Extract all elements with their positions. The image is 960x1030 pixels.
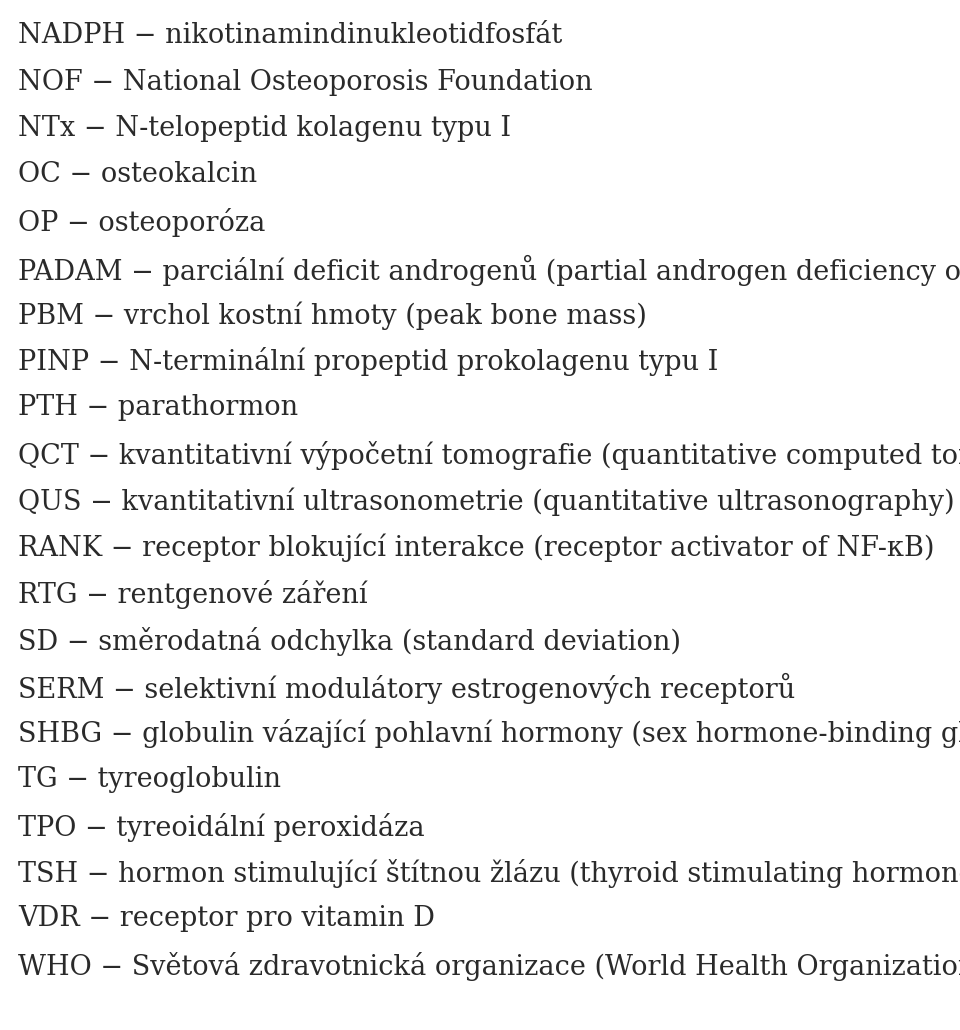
Text: QUS − kvantitativní ultrasonometrie (quantitative ultrasonography): QUS − kvantitativní ultrasonometrie (qua… [18, 487, 954, 515]
Text: OP − osteoporóza: OP − osteoporóza [18, 208, 265, 237]
Text: PINP − N-terminální propeptid prokolagenu typu I: PINP − N-terminální propeptid prokolagen… [18, 347, 718, 377]
Text: WHO − Světová zdravotnická organizace (World Health Organization): WHO − Světová zdravotnická organizace (W… [18, 952, 960, 981]
Text: SD − směrodatná odchylka (standard devi​ation): SD − směrodatná odchylka (standard devi​… [18, 626, 681, 655]
Text: VDR − receptor pro vitamin D: VDR − receptor pro vitamin D [18, 905, 435, 932]
Text: PBM − vrchol kostní hmoty (peak bone mass): PBM − vrchol kostní hmoty (peak bone mas… [18, 301, 647, 330]
Text: QCT − kvantitativní výpočetní tomografie (quantitative computed tomography): QCT − kvantitativní výpočetní tomografie… [18, 441, 960, 470]
Text: NTx − N-telopeptid kolagenu typu I: NTx − N-telopeptid kolagenu typu I [18, 115, 511, 142]
Text: SERM − selektivní modulátory estrogenových receptorů: SERM − selektivní modulátory estrogenový… [18, 673, 795, 705]
Text: RANK − receptor blokující interakce (receptor activator of NF-κB): RANK − receptor blokující interakce (rec… [18, 534, 934, 562]
Text: NADPH − nikotinamindinukleotidfosfát: NADPH − nikotinamindinukleotidfosfát [18, 22, 563, 49]
Text: TPO − tyreoidální peroxidáza: TPO − tyreoidální peroxidáza [18, 813, 424, 842]
Text: RTG − rentgenové záření: RTG − rentgenové záření [18, 580, 368, 609]
Text: PADAM − parciální deficit androgenů (partial androgen deficiency of aging male): PADAM − parciální deficit androgenů (par… [18, 254, 960, 285]
Text: NOF − National Osteoporosis Foundation: NOF − National Osteoporosis Foundation [18, 69, 592, 96]
Text: SHBG − globulin vázající pohlavní hormony (sex hormone-binding globulin): SHBG − globulin vázající pohlavní hormon… [18, 720, 960, 749]
Text: TG − tyreoglobulin: TG − tyreoglobulin [18, 766, 281, 793]
Text: PTH − parathormon: PTH − parathormon [18, 394, 299, 421]
Text: OC − osteokalcin: OC − osteokalcin [18, 162, 257, 188]
Text: TSH − hormon stimulující štítnou žlázu (thyroid stimulating hormone): TSH − hormon stimulující štítnou žlázu (… [18, 859, 960, 888]
